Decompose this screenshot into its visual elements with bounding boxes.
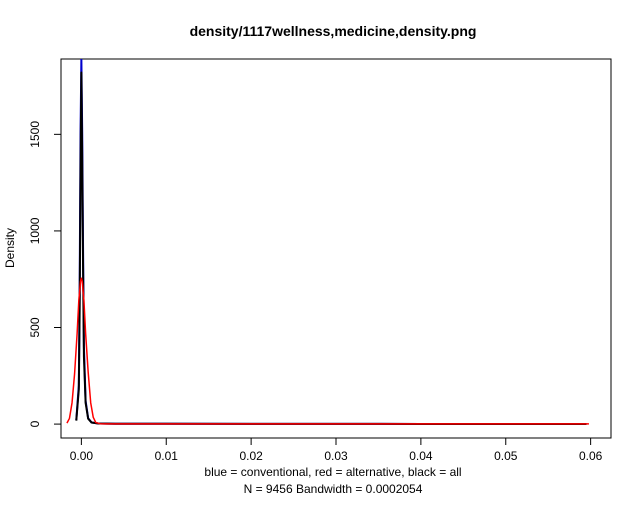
subtitle: N = 9456 Bandwidth = 0.0002054 (244, 482, 423, 496)
x-tick-label-2: 0.02 (239, 449, 263, 463)
series-line-2 (66, 277, 589, 425)
x-tick-label-4: 0.04 (409, 449, 433, 463)
y-tick-label-0: 0 (28, 420, 42, 427)
y-tick-label-2: 1000 (28, 217, 42, 244)
series-lines (66, 59, 589, 425)
x-tick-label-1: 0.01 (155, 449, 179, 463)
x-axis-label: blue = conventional, red = alternative, … (204, 465, 461, 479)
x-tick-label-6: 0.06 (579, 449, 603, 463)
chart-title: density/1117wellness,medicine,density.pn… (190, 23, 477, 39)
y-axis-label: Density (3, 228, 17, 268)
x-tick-label-0: 0.00 (70, 449, 94, 463)
series-line-1 (75, 71, 587, 425)
y-tick-label-3: 1500 (28, 121, 42, 148)
x-axis: 0.00 0.01 0.02 0.03 0.04 0.05 0.06 (70, 437, 603, 463)
series-line-0 (75, 59, 587, 425)
x-tick-label-5: 0.05 (494, 449, 518, 463)
plot-frame (60, 58, 612, 439)
x-tick-label-3: 0.03 (324, 449, 348, 463)
y-axis: 0 500 1000 1500 (28, 121, 62, 427)
y-tick-label-1: 500 (28, 317, 42, 337)
